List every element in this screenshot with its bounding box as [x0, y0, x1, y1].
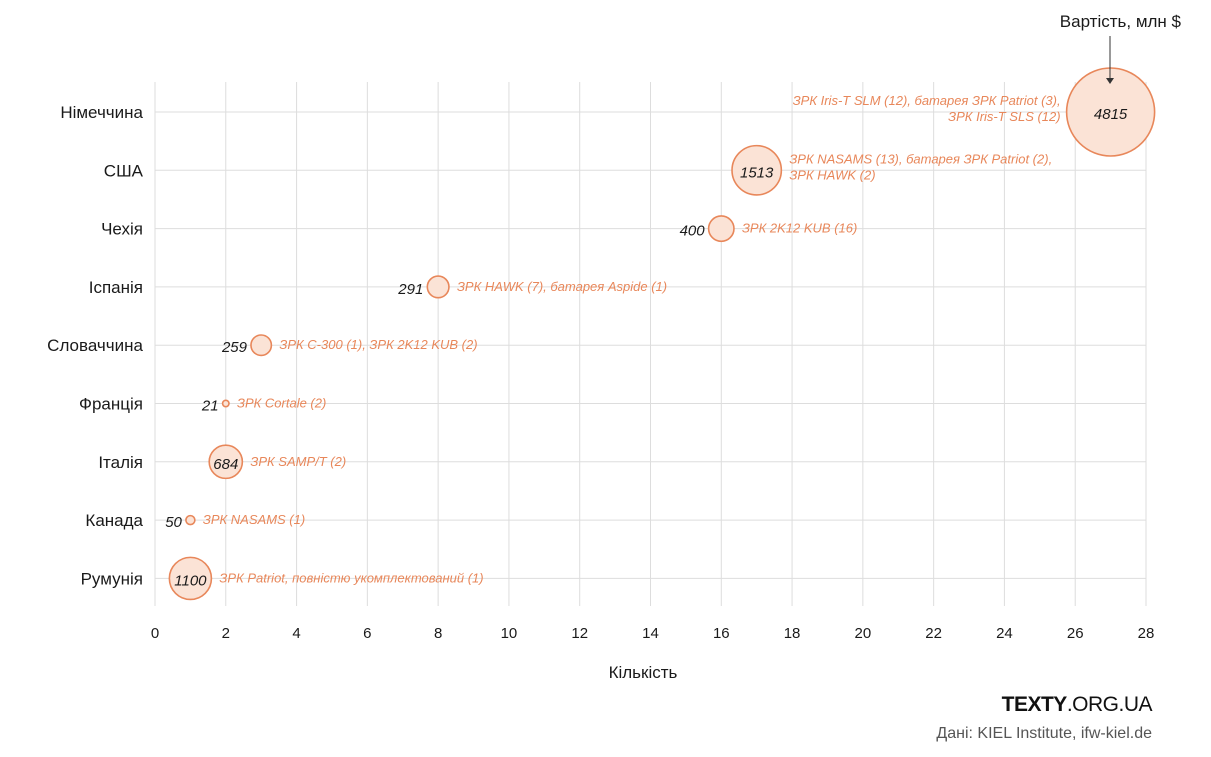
y-tick-label: Іспанія: [89, 278, 143, 297]
x-tick-label: 2: [222, 625, 230, 642]
description-label: ЗРК HAWK (7), батарея Aspide (1): [457, 279, 667, 294]
size-legend-title: Вартість, млн $: [1060, 12, 1182, 31]
bubble: [1065, 67, 1156, 157]
source-note: Дані: KIEL Institute, ifw-kiel.de: [936, 725, 1152, 742]
grid-lines: [154, 82, 1147, 606]
description-label: ЗРК Iris-T SLS (12): [948, 109, 1060, 124]
description-label: ЗРК NASAMS (1): [203, 512, 305, 527]
bubble: [185, 514, 196, 526]
x-tick-label: 4: [292, 625, 300, 642]
bubble: [221, 399, 230, 408]
bubbles: 4815 ЗРК Iris-T SLM (12), батарея ЗРК Pat…: [165, 67, 1156, 601]
bubble: [208, 444, 244, 480]
value-label: 400: [680, 223, 706, 240]
x-axis-title: Кількість: [609, 663, 678, 682]
x-axis: 0 2 4 6 8 10 12 14 16 18 20 22 24 26 28: [151, 625, 1155, 642]
y-tick-label: Чехія: [101, 220, 143, 239]
bubble: [168, 556, 213, 601]
x-tick-label: 0: [151, 625, 159, 642]
x-tick-label: 24: [996, 625, 1013, 642]
y-tick-label: США: [104, 161, 144, 180]
x-tick-label: 20: [855, 625, 872, 642]
bubble: [426, 275, 450, 299]
x-tick-label: 16: [713, 625, 730, 642]
x-tick-label: 12: [571, 625, 588, 642]
x-tick-label: 8: [434, 625, 442, 642]
value-label: 259: [221, 339, 248, 356]
value-label: 1513: [740, 164, 774, 181]
description-label: ЗРК HAWK (2): [789, 167, 875, 182]
y-tick-label: Франція: [79, 395, 143, 414]
x-tick-label: 28: [1138, 625, 1155, 642]
brand-logo: TEXTY.ORG.UA: [1001, 693, 1153, 717]
value-label: 291: [397, 281, 423, 298]
value-label: 1100: [174, 572, 207, 589]
value-label: 50: [165, 514, 182, 531]
x-tick-label: 18: [784, 625, 801, 642]
brand-light: .ORG.UA: [1066, 693, 1153, 716]
value-label: 684: [213, 456, 238, 473]
description-label: ЗРК Iris-T SLM (12), батарея ЗРК Patriot…: [793, 93, 1061, 108]
y-tick-label: Канада: [85, 511, 143, 530]
x-tick-label: 22: [925, 625, 942, 642]
x-tick-label: 14: [642, 625, 659, 642]
x-tick-label: 10: [501, 625, 518, 642]
y-tick-label: Словаччина: [47, 336, 143, 355]
description-label: ЗРК Patriot, повністю укомплектований (1…: [219, 570, 483, 585]
description-label: ЗРК NASAMS (13), батарея ЗРК Patriot (2)…: [789, 151, 1052, 166]
y-tick-label: Італія: [98, 453, 143, 472]
value-label: 4815: [1094, 106, 1128, 123]
bubble: [707, 215, 735, 243]
y-tick-label: Румунія: [81, 569, 143, 588]
brand-bold: TEXTY: [1001, 693, 1068, 716]
bubble: [250, 334, 273, 357]
y-axis: Німеччина США Чехія Іспанія Словаччина Франці…: [47, 103, 143, 588]
description-label: ЗРК С-300 (1), ЗРК 2K12 KUB (2): [279, 337, 477, 352]
x-tick-label: 6: [363, 625, 371, 642]
y-tick-label: Німеччина: [60, 103, 143, 122]
description-label: ЗРК SAMP/T (2): [250, 454, 346, 469]
bubble: [731, 144, 783, 196]
description-label: ЗРК Cortale (2): [237, 396, 326, 411]
x-tick-label: 26: [1067, 625, 1084, 642]
description-label: ЗРК 2K12 KUB (16): [742, 221, 857, 236]
value-label: 21: [201, 398, 219, 415]
size-legend-arrowhead: [1106, 78, 1114, 84]
